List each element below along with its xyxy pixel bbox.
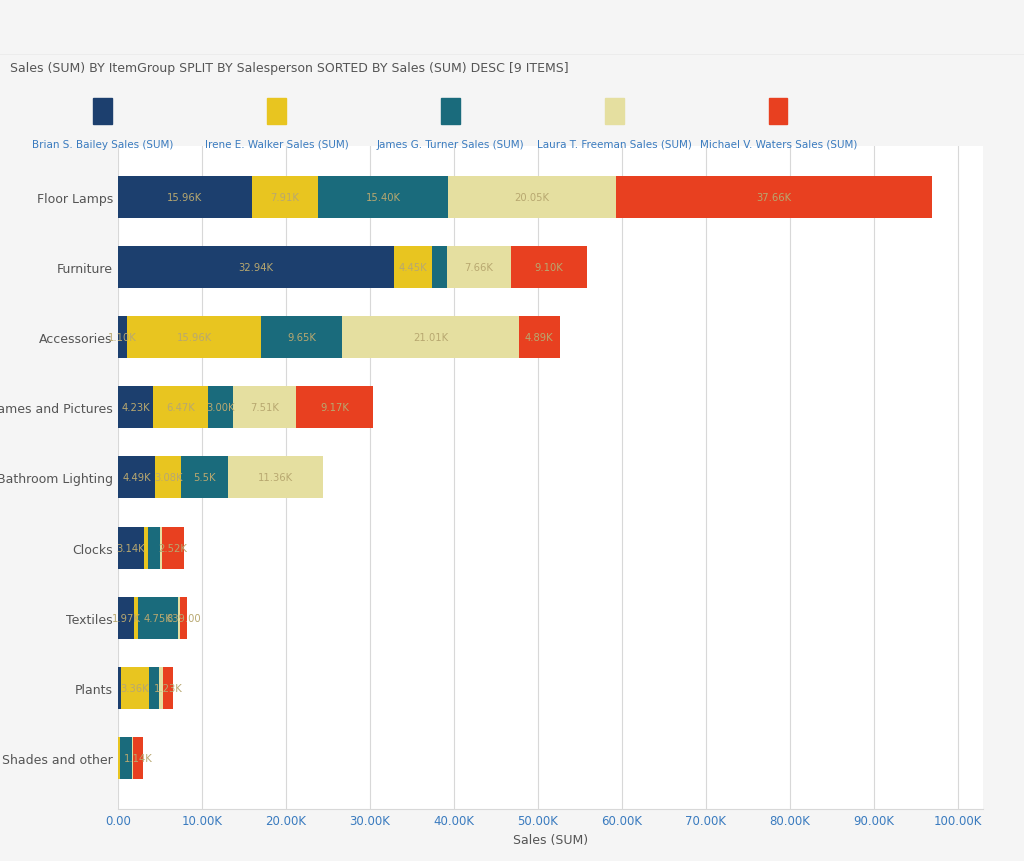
Text: 32.94K: 32.94K	[239, 263, 273, 273]
Bar	[144, 527, 148, 569]
Text: 3.00K: 3.00K	[206, 403, 234, 412]
Text: Laura T. Freeman Sales (SUM): Laura T. Freeman Sales (SUM)	[537, 139, 692, 150]
Bar	[159, 667, 163, 709]
Text: 6.47K: 6.47K	[166, 403, 195, 412]
Bar	[148, 667, 159, 709]
Bar	[232, 387, 296, 429]
Bar	[252, 177, 318, 219]
Bar	[154, 387, 208, 429]
Bar	[178, 597, 180, 639]
Bar	[163, 667, 173, 709]
Bar	[447, 177, 616, 219]
Bar	[132, 737, 133, 779]
Bar	[511, 246, 588, 288]
Text: 9.10K: 9.10K	[535, 263, 563, 273]
Bar	[180, 597, 187, 639]
Bar	[118, 527, 144, 569]
Text: 15.96K: 15.96K	[167, 193, 203, 202]
Text: James G. Turner Sales (SUM): James G. Turner Sales (SUM)	[377, 139, 524, 150]
Text: 4.23K: 4.23K	[121, 403, 150, 412]
Bar	[163, 527, 183, 569]
Bar	[118, 457, 156, 499]
Text: Brian S. Bailey Sales (SUM): Brian S. Bailey Sales (SUM)	[32, 139, 173, 150]
Bar	[181, 457, 227, 499]
Bar	[156, 457, 181, 499]
Text: 4.75K: 4.75K	[143, 613, 172, 623]
Text: 20.05K: 20.05K	[514, 193, 550, 202]
Bar	[208, 387, 232, 429]
Bar	[121, 667, 148, 709]
Bar	[148, 527, 160, 569]
Text: 7.51K: 7.51K	[250, 403, 279, 412]
Bar	[118, 737, 120, 779]
Text: 5.5K: 5.5K	[194, 473, 216, 483]
Bar	[446, 246, 511, 288]
Text: 4.45K: 4.45K	[399, 263, 427, 273]
Bar	[318, 177, 447, 219]
X-axis label: Sales (SUM): Sales (SUM)	[513, 833, 588, 846]
Text: 9.17K: 9.17K	[321, 403, 349, 412]
Bar	[227, 457, 323, 499]
Text: 15.40K: 15.40K	[366, 193, 400, 202]
Bar	[616, 177, 933, 219]
Bar	[133, 737, 143, 779]
Bar	[118, 597, 134, 639]
Text: 3.36K: 3.36K	[121, 683, 148, 693]
Text: Irene E. Walker Sales (SUM): Irene E. Walker Sales (SUM)	[205, 139, 348, 150]
Text: 1.10K: 1.10K	[108, 332, 137, 343]
Text: 1.23K: 1.23K	[154, 683, 182, 693]
Bar	[127, 317, 261, 359]
Text: 1.14K: 1.14K	[124, 753, 153, 763]
Bar	[118, 667, 121, 709]
Bar	[118, 246, 394, 288]
Text: 1.97K: 1.97K	[112, 613, 140, 623]
Text: 15.96K: 15.96K	[176, 332, 212, 343]
Bar	[296, 387, 373, 429]
Bar	[120, 737, 132, 779]
Bar	[118, 177, 252, 219]
Text: 3.14K: 3.14K	[117, 543, 145, 553]
Bar	[138, 597, 178, 639]
Bar	[261, 317, 342, 359]
Text: 7.66K: 7.66K	[464, 263, 494, 273]
Text: 4.89K: 4.89K	[525, 332, 554, 343]
Text: 4.49K: 4.49K	[122, 473, 151, 483]
Text: 7.91K: 7.91K	[270, 193, 299, 202]
Bar	[160, 527, 163, 569]
Text: Michael V. Waters Sales (SUM): Michael V. Waters Sales (SUM)	[699, 139, 857, 150]
Text: 21.01K: 21.01K	[413, 332, 447, 343]
Bar	[134, 597, 138, 639]
Bar	[518, 317, 560, 359]
Bar	[432, 246, 446, 288]
Bar	[342, 317, 518, 359]
Text: 37.66K: 37.66K	[757, 193, 792, 202]
Text: 839.00: 839.00	[167, 613, 201, 623]
Bar	[394, 246, 432, 288]
Text: 9.65K: 9.65K	[287, 332, 316, 343]
Text: Sales (SUM) BY ItemGroup SPLIT BY Salesperson SORTED BY Sales (SUM) DESC [9 ITEM: Sales (SUM) BY ItemGroup SPLIT BY Salesp…	[10, 62, 569, 75]
Text: 3.08K: 3.08K	[155, 473, 182, 483]
Bar	[118, 317, 127, 359]
Text: 2.52K: 2.52K	[159, 543, 187, 553]
Bar	[118, 387, 154, 429]
Text: 11.36K: 11.36K	[258, 473, 293, 483]
